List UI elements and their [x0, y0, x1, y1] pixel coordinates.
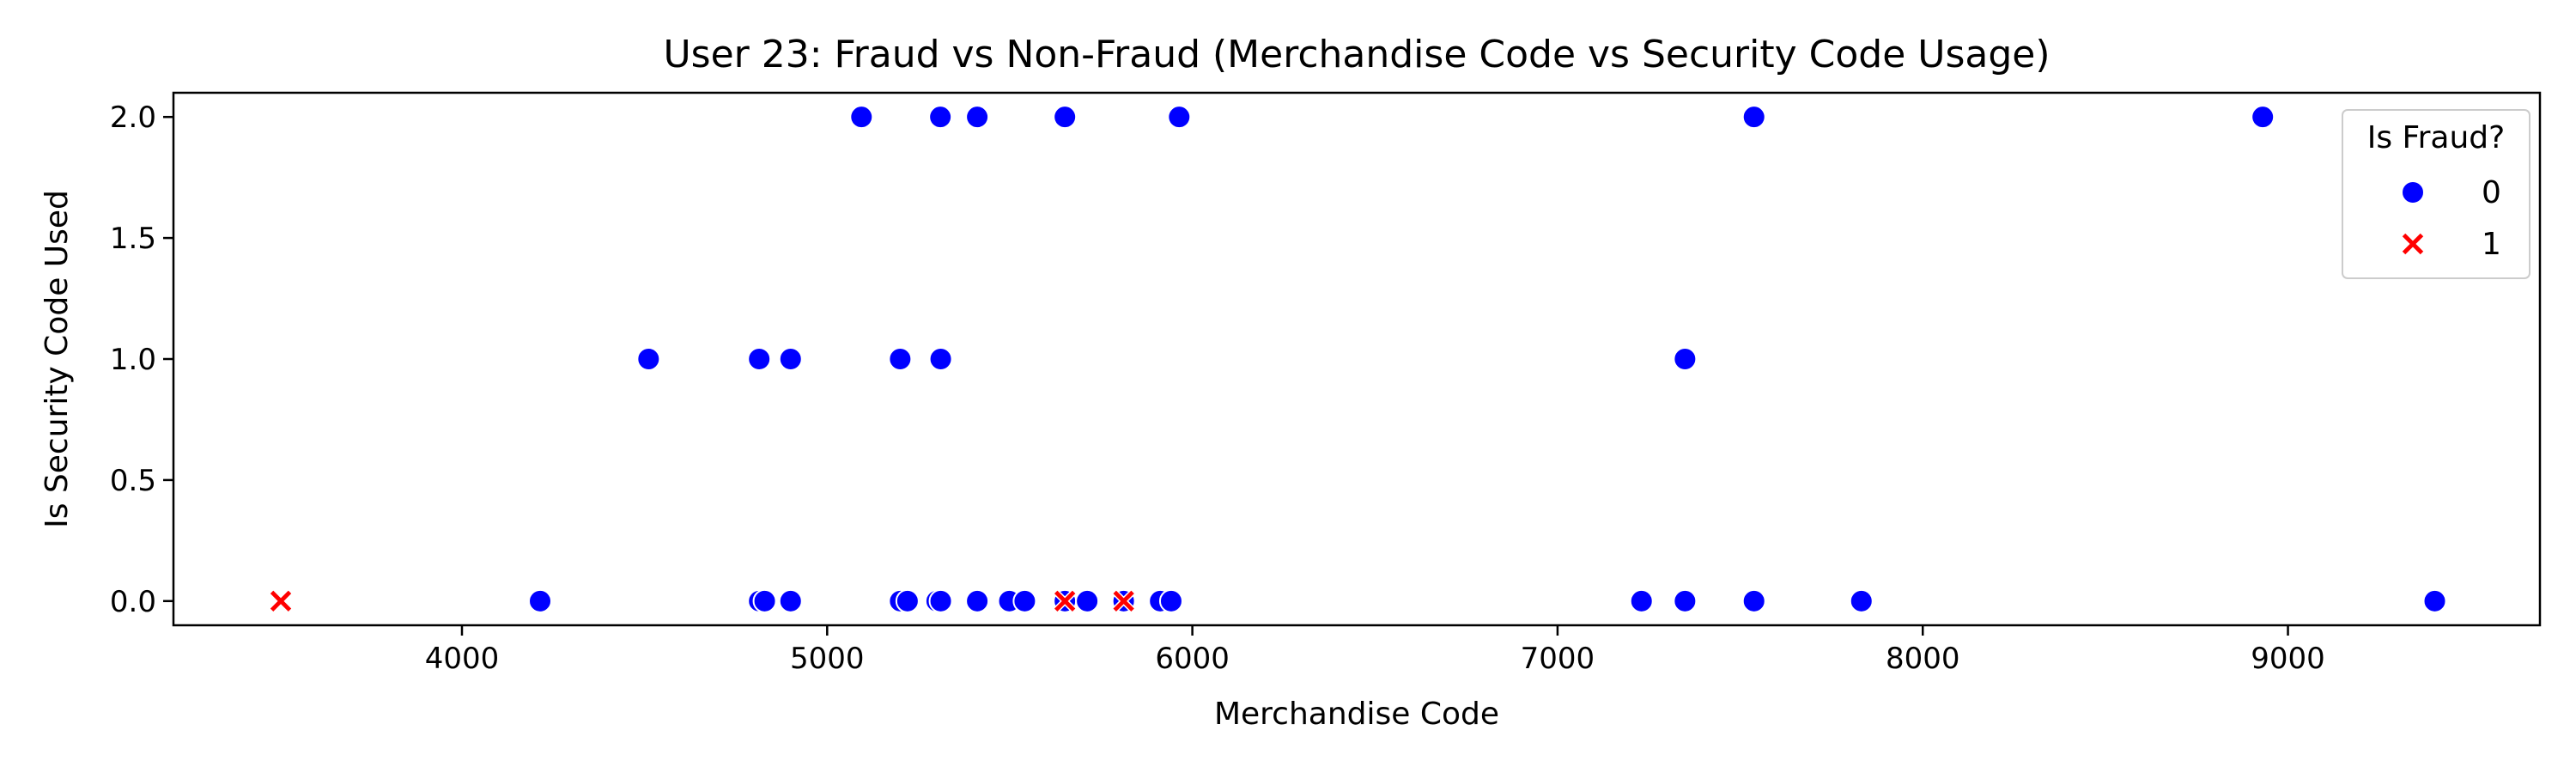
- legend-entry-label: 0: [2482, 175, 2501, 210]
- chart-title: User 23: Fraud vs Non-Fraud (Merchandise…: [663, 33, 2050, 76]
- non-fraud-point: [928, 347, 953, 371]
- y-tick-label: 1.0: [110, 343, 156, 377]
- non-fraud-point: [1673, 588, 1698, 613]
- non-fraud-point: [2251, 105, 2275, 130]
- y-axis: 0.0 0.5 1.0 1.5 2.0: [110, 100, 173, 619]
- legend-title: Is Fraud?: [2367, 120, 2506, 155]
- non-fraud-point: [1629, 588, 1654, 613]
- x-tick-label: 7000: [1521, 642, 1595, 676]
- x-tick-label: 8000: [1886, 642, 1960, 676]
- non-fraud-point: [928, 588, 953, 613]
- x-axis-label: Merchandise Code: [1214, 697, 1499, 732]
- y-tick-label: 2.0: [110, 100, 156, 135]
- non-fraud-point: [888, 347, 913, 371]
- plot-area: [268, 105, 2447, 614]
- series-0: [528, 105, 2447, 613]
- non-fraud-point: [965, 588, 990, 613]
- series-1: [268, 588, 1136, 614]
- non-fraud-point: [1849, 588, 1874, 613]
- non-fraud-point: [2422, 588, 2447, 613]
- legend-marker-circle-icon: [2401, 180, 2425, 204]
- fraud-point: [1052, 588, 1078, 614]
- x-tick-label: 9000: [2251, 642, 2325, 676]
- y-axis-label: Is Security Code Used: [39, 190, 75, 528]
- y-tick-label: 0.0: [110, 585, 156, 619]
- non-fraud-point: [1741, 105, 1766, 130]
- legend-marker-x-icon: [2400, 231, 2426, 257]
- non-fraud-point: [1158, 588, 1183, 613]
- non-fraud-point: [778, 347, 803, 371]
- legend-box: [2342, 109, 2530, 279]
- x-axis: 4000 5000 6000 7000 8000 9000: [425, 625, 2325, 676]
- legend-entry-label: 1: [2482, 227, 2501, 262]
- non-fraud-point: [849, 105, 874, 130]
- y-tick-label: 1.5: [110, 222, 156, 256]
- non-fraud-point: [778, 588, 803, 613]
- y-tick-label: 0.5: [110, 464, 156, 498]
- non-fraud-point: [528, 588, 553, 613]
- non-fraud-point: [636, 347, 661, 371]
- non-fraud-point: [752, 588, 777, 613]
- non-fraud-point: [928, 105, 953, 130]
- fraud-point: [268, 588, 294, 614]
- non-fraud-point: [747, 347, 772, 371]
- x-tick-label: 6000: [1155, 642, 1230, 676]
- non-fraud-point: [1053, 105, 1078, 130]
- non-fraud-point: [1167, 105, 1192, 130]
- non-fraud-point: [1673, 347, 1698, 371]
- x-tick-label: 4000: [425, 642, 500, 676]
- x-tick-label: 5000: [790, 642, 865, 676]
- fraud-point: [1111, 588, 1136, 614]
- non-fraud-point: [1741, 588, 1766, 613]
- non-fraud-point: [895, 588, 920, 613]
- non-fraud-point: [1012, 588, 1037, 613]
- non-fraud-point: [1075, 588, 1100, 613]
- legend: Is Fraud? 0 1: [2342, 109, 2530, 279]
- non-fraud-point: [965, 105, 990, 130]
